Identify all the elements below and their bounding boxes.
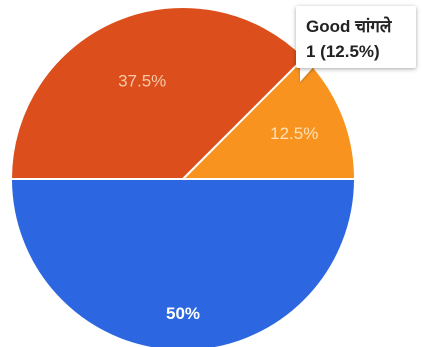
pie-slice-label: 12.5% <box>270 124 318 143</box>
slice-tooltip: Good चांगले 1 (12.5%) <box>296 6 416 68</box>
tooltip-category: Good चांगले <box>306 17 392 36</box>
tooltip-count: 1 (12.5%) <box>306 42 380 61</box>
pie-slice-label: 50% <box>166 304 200 323</box>
pie-slice-labels: 50% 37.5% 12.5% <box>118 71 318 323</box>
pie-slices <box>9 6 357 347</box>
pie-slice-37.5[interactable] <box>9 6 307 180</box>
pie-slice-label: 37.5% <box>118 71 166 90</box>
pie-slice-50[interactable] <box>9 178 357 347</box>
